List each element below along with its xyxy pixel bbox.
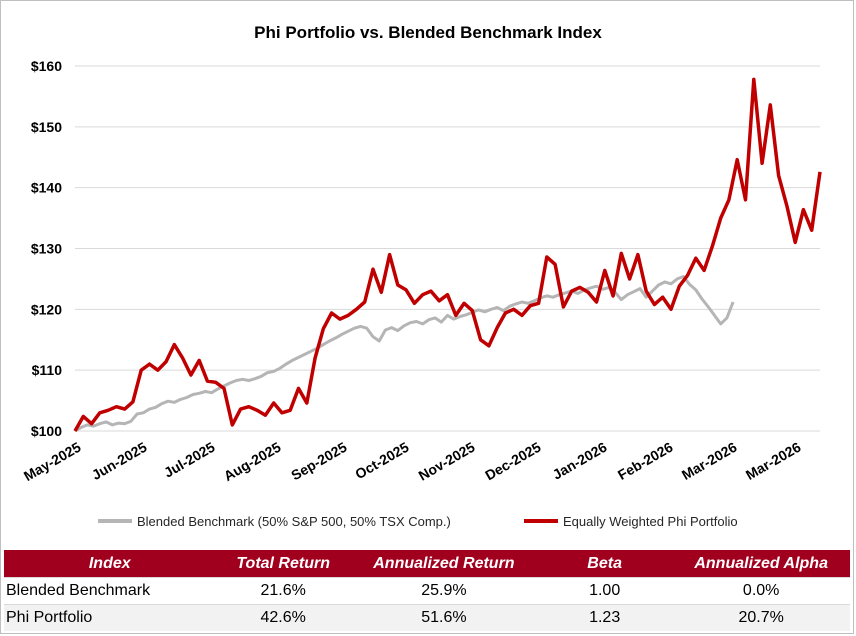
line-chart: Phi Portfolio vs. Blended Benchmark Inde… [21, 23, 822, 529]
x-tick-label: Jun-2025 [89, 439, 150, 483]
x-tick-label: Sep-2025 [288, 439, 349, 484]
y-tick-label: $130 [31, 241, 62, 257]
x-tick-label: May-2025 [21, 439, 84, 484]
y-tick-label: $110 [32, 362, 63, 378]
x-tick-label: Aug-2025 [221, 439, 284, 484]
series-line-benchmark [74, 275, 735, 433]
x-tick-label: Oct-2025 [352, 439, 411, 483]
x-tick-label: Jul-2025 [161, 439, 218, 481]
y-tick-label: $150 [31, 119, 62, 135]
header-annualized-alpha: Annualized Alpha [672, 550, 850, 578]
row-total-return: 42.6% [215, 604, 351, 631]
legend-label-portfolio: Equally Weighted Phi Portfolio [563, 514, 738, 529]
grid-lines [75, 65, 820, 432]
x-axis-ticks: May-2025 Jun-2025 Jul-2025 Aug-2025 Sep-2025… [21, 439, 804, 484]
row-name: Phi Portfolio [4, 604, 216, 631]
y-tick-label: $140 [31, 180, 62, 196]
row-alpha: 0.0% [672, 577, 850, 605]
stats-header-row: Index Total Return Annualized Return Bet… [4, 550, 850, 578]
row-name: Blended Benchmark [4, 577, 216, 605]
header-index: Index [4, 550, 216, 578]
legend: Blended Benchmark (50% S&P 500, 50% TSX … [98, 514, 738, 529]
stats-table: Index Total Return Annualized Return Bet… [4, 550, 850, 631]
header-annualized-return: Annualized Return [350, 550, 537, 578]
y-axis-ticks: $100 $110 $120 $130 $140 $150 $160 [31, 58, 62, 439]
series-layer [73, 77, 822, 433]
x-tick-label: Dec-2025 [482, 439, 543, 484]
chart-title: Phi Portfolio vs. Blended Benchmark Inde… [254, 23, 602, 42]
y-tick-label: $160 [31, 58, 62, 74]
series-line-portfolio [73, 77, 822, 432]
x-tick-label: Feb-2026 [615, 439, 676, 483]
legend-label-benchmark: Blended Benchmark (50% S&P 500, 50% TSX … [137, 514, 451, 529]
row-beta: 1.23 [536, 604, 673, 631]
row-alpha: 20.7% [672, 604, 850, 631]
x-tick-label: Mar-2026 [743, 439, 804, 483]
row-annualized-return: 51.6% [350, 604, 537, 631]
x-tick-label: Mar-2026 [679, 439, 740, 483]
x-tick-label: Jan-2026 [550, 439, 610, 483]
table-row: Blended Benchmark 21.6% 25.9% 1.00 0.0% [4, 577, 850, 605]
x-tick-label: Nov-2025 [416, 439, 478, 484]
y-tick-label: $120 [31, 301, 62, 317]
y-tick-label: $100 [31, 423, 62, 439]
row-annualized-return: 25.9% [350, 577, 537, 605]
header-beta: Beta [536, 550, 673, 578]
row-total-return: 21.6% [215, 577, 351, 605]
table-row: Phi Portfolio 42.6% 51.6% 1.23 20.7% [4, 604, 850, 631]
row-beta: 1.00 [536, 577, 673, 605]
header-total-return: Total Return [215, 550, 351, 578]
